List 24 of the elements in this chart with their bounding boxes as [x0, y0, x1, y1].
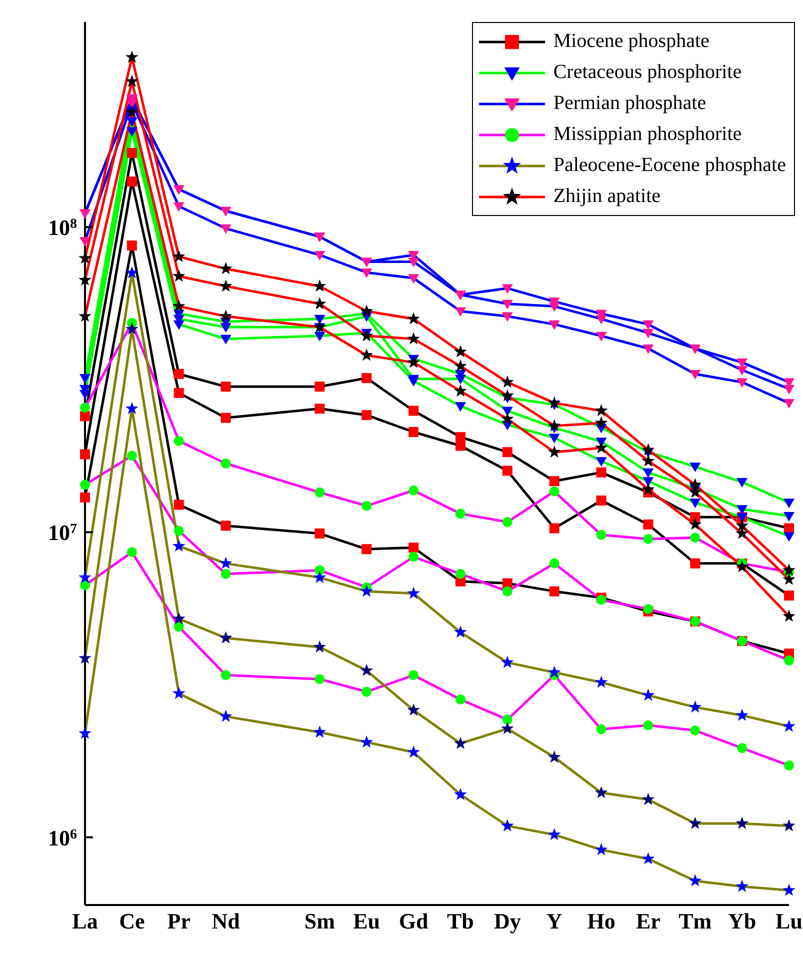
x-tick-label: Er: [636, 908, 661, 934]
y-tick-label: 10$^{7}$: [48, 520, 77, 546]
legend-label: Zhijin apatite: [553, 185, 661, 208]
x-tick-label: Ce: [119, 908, 145, 934]
legend-label: Permian phosphate: [553, 92, 706, 115]
x-tick-label: Yb: [728, 908, 756, 934]
x-tick-label: Ho: [587, 908, 616, 934]
x-tick-label: Eu: [353, 908, 380, 934]
x-tick-label: Tb: [447, 908, 474, 934]
x-tick-label: Gd: [398, 908, 428, 934]
x-tick-label: Sm: [304, 908, 335, 934]
x-tick-label: La: [72, 908, 98, 934]
legend-label: Miocene phosphate: [553, 30, 710, 53]
x-tick-label: Pr: [167, 908, 191, 934]
legend-label: Cretaceous phosphorite: [553, 61, 742, 84]
x-tick-label: Y: [546, 908, 562, 934]
y-tick-label: 10$^{6}$: [48, 825, 77, 850]
x-tick-label: Dy: [494, 908, 521, 934]
legend-label: Missippian phosphorite: [553, 123, 742, 146]
x-tick-label: Nd: [212, 908, 240, 934]
y-tick-label: 10$^{8}$: [48, 215, 77, 240]
x-tick-label: Lu: [776, 908, 802, 934]
x-tick-label: Tm: [678, 908, 712, 934]
legend-label: Paleocene-Eocene phosphate: [553, 154, 786, 177]
